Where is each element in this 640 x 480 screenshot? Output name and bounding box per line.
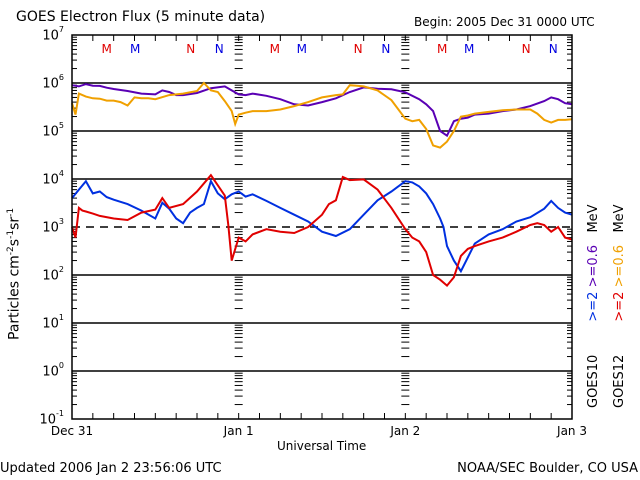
y-axis-label-sr: sr <box>6 216 23 230</box>
x-tick-label: Dec 31 <box>50 424 94 438</box>
legend-goes12-satellite: GOES12 <box>612 354 627 408</box>
legend-goes12-low: >=0.6 <box>612 244 627 288</box>
y-tick-base: 10 <box>42 220 59 236</box>
series-line-0 <box>71 83 573 138</box>
y-axis-label-base: Particles cm <box>6 255 23 340</box>
legend-goes10-low: >=0.6 <box>586 244 601 288</box>
y-axis-label-exp3: -1 <box>6 207 16 217</box>
y-tick-exponent: 2 <box>58 265 64 274</box>
legend-goes10: GOES10 >=2 >=0.6 MeV <box>586 204 601 408</box>
y-tick-label: 106 <box>24 73 64 92</box>
y-tick-base: 10 <box>42 76 59 92</box>
local-time-marker: M <box>437 42 447 56</box>
y-tick-base: 10 <box>42 316 59 332</box>
local-time-marker: M <box>102 42 112 56</box>
y-tick-label: 102 <box>24 265 64 284</box>
y-tick-label: 105 <box>24 121 64 140</box>
y-tick-label: 100 <box>24 361 64 380</box>
y-tick-exponent: 1 <box>58 313 64 322</box>
y-tick-base: 10 <box>42 364 59 380</box>
local-time-marker: N <box>354 42 363 56</box>
y-axis-label-exp2: -1 <box>6 229 16 239</box>
x-axis-label: Universal Time <box>277 439 367 453</box>
local-time-marker: N <box>381 42 390 56</box>
y-tick-base: 10 <box>42 28 59 44</box>
x-tick-label: Jan 3 <box>557 424 587 438</box>
y-tick-label: 103 <box>24 217 64 236</box>
chart-title: GOES Electron Flux (5 minute data) <box>16 9 266 25</box>
local-time-marker: M <box>297 42 307 56</box>
local-time-marker: N <box>215 42 224 56</box>
y-tick-base: 10 <box>42 172 59 188</box>
local-time-marker: M <box>130 42 140 56</box>
updated-timestamp: Updated 2006 Jan 2 23:56:06 UTC <box>0 461 222 476</box>
legend-goes10-unit: MeV <box>586 204 601 233</box>
y-tick-label: 107 <box>24 25 64 44</box>
y-tick-label: 104 <box>24 169 64 188</box>
legend-goes10-high: >=2 <box>586 291 601 322</box>
local-time-marker: N <box>186 42 195 56</box>
y-tick-exponent: 4 <box>58 169 64 178</box>
y-tick-base: 10 <box>42 268 59 284</box>
y-tick-exponent: 0 <box>58 361 64 370</box>
y-tick-label: 10-1 <box>24 409 64 428</box>
x-tick-label: Jan 2 <box>390 424 421 438</box>
legend-goes12-high: >=2 <box>612 291 627 322</box>
local-time-marker: N <box>549 42 558 56</box>
local-time-marker: N <box>522 42 531 56</box>
local-time-marker: M <box>464 42 474 56</box>
y-tick-exponent: 5 <box>58 121 64 130</box>
y-tick-exponent: 7 <box>58 25 64 34</box>
legend-goes12-unit: MeV <box>612 204 627 233</box>
y-tick-exponent: -1 <box>56 409 64 418</box>
y-tick-base: 10 <box>42 124 59 140</box>
local-time-marker: M <box>270 42 280 56</box>
y-axis-label-s: s <box>6 238 23 247</box>
credit-text: NOAA/SEC Boulder, CO USA <box>457 461 638 476</box>
y-tick-exponent: 3 <box>58 217 64 226</box>
series-line-2 <box>71 178 573 274</box>
y-tick-label: 101 <box>24 313 64 332</box>
y-axis-label: Particles cm-2s-1sr-1 <box>6 208 23 340</box>
legend-goes12: GOES12 >=2 >=0.6 MeV <box>612 204 627 408</box>
plot-frame <box>71 34 573 420</box>
y-tick-base: 10 <box>39 412 57 428</box>
legend-goes10-satellite: GOES10 <box>586 354 601 408</box>
series-line-1 <box>71 81 573 149</box>
y-axis-label-exp1: -2 <box>6 246 16 256</box>
x-tick-label: Jan 1 <box>223 424 254 438</box>
series-line-3 <box>71 173 573 288</box>
chart-begin-time: Begin: 2005 Dec 31 0000 UTC <box>414 15 595 29</box>
y-tick-exponent: 6 <box>58 73 64 82</box>
